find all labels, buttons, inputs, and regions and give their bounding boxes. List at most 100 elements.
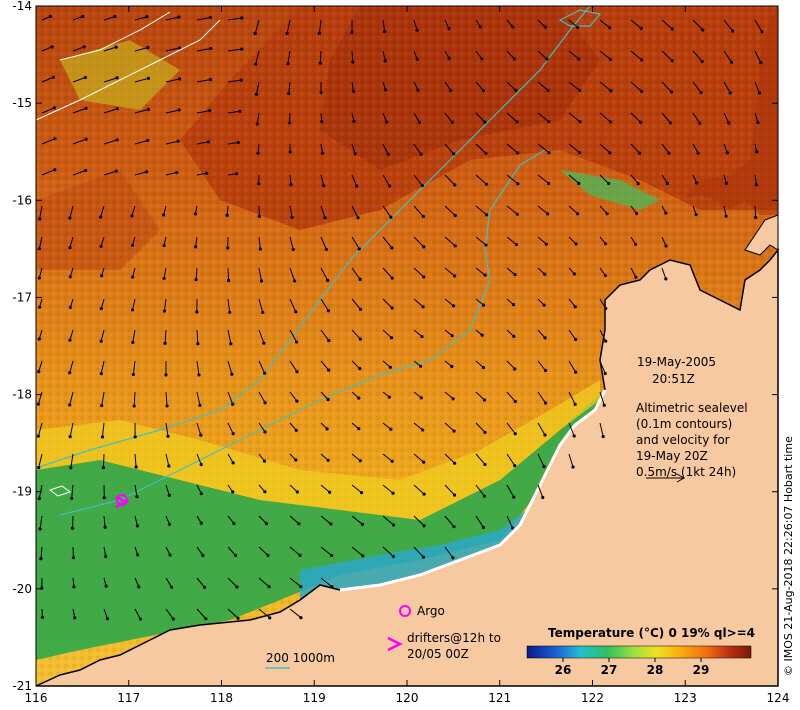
velocity-arrow bbox=[537, 391, 546, 404]
velocity-arrow-head bbox=[695, 181, 699, 185]
velocity-arrow-head bbox=[70, 496, 74, 500]
velocity-arrow bbox=[258, 546, 269, 556]
velocity-arrow bbox=[382, 112, 388, 123]
drifters-legend-line-1: drifters@12h to bbox=[407, 631, 501, 645]
velocity-arrow-head bbox=[578, 120, 582, 124]
velocity-arrow-head bbox=[195, 310, 199, 314]
velocity-arrow bbox=[196, 47, 211, 52]
velocity-arrow-head bbox=[48, 14, 53, 19]
velocity-arrow bbox=[289, 484, 298, 493]
velocity-arrow-head bbox=[84, 106, 88, 110]
velocity-arrow-head bbox=[574, 370, 578, 374]
velocity-arrow-head bbox=[358, 459, 362, 463]
velocity-arrow bbox=[38, 267, 43, 279]
velocity-arrow bbox=[132, 329, 136, 343]
velocity-arrow bbox=[506, 391, 516, 402]
velocity-arrow bbox=[506, 236, 517, 245]
velocity-arrow bbox=[537, 205, 548, 215]
velocity-arrow-head bbox=[100, 435, 105, 439]
velocity-arrow-head bbox=[389, 336, 394, 340]
colorbar: Temperature (°C) 0 19% ql>=4 26 27 28 29 bbox=[526, 626, 755, 677]
velocity-arrow bbox=[319, 50, 322, 64]
velocity-arrow bbox=[537, 19, 546, 28]
velocity-arrow bbox=[165, 422, 169, 437]
velocity-arrow bbox=[287, 50, 291, 64]
velocity-arrow-head bbox=[421, 555, 425, 559]
velocity-arrow-head bbox=[323, 216, 327, 220]
velocity-arrow-head bbox=[755, 150, 759, 154]
velocity-arrow bbox=[196, 17, 211, 21]
velocity-arrow-head bbox=[481, 89, 486, 93]
velocity-arrow-head bbox=[37, 337, 41, 341]
velocity-arrow bbox=[227, 329, 232, 344]
velocity-arrow-head bbox=[728, 91, 732, 95]
ne-cool-patch bbox=[560, 170, 660, 210]
velocity-arrow bbox=[475, 360, 484, 368]
velocity-arrow-head bbox=[451, 556, 455, 560]
velocity-arrow-head bbox=[240, 47, 244, 51]
velocity-arrow-head bbox=[68, 338, 72, 342]
velocity-arrow-head bbox=[449, 88, 453, 93]
velocity-arrow-head bbox=[232, 521, 236, 526]
velocity-arrow-head bbox=[415, 57, 419, 61]
velocity-arrow-head bbox=[358, 307, 363, 311]
velocity-arrow bbox=[69, 329, 74, 341]
velocity-arrow-head bbox=[133, 435, 137, 439]
velocity-arrow bbox=[72, 169, 86, 176]
credit-text: © IMOS 21-Aug-2018 22:26:07 Hobart time bbox=[782, 436, 795, 676]
velocity-arrow bbox=[506, 205, 518, 215]
velocity-arrow bbox=[568, 19, 578, 28]
velocity-arrow bbox=[196, 110, 210, 114]
velocity-arrow-head bbox=[419, 364, 423, 368]
velocity-arrow-head bbox=[131, 372, 135, 377]
velocity-arrow bbox=[382, 422, 392, 430]
north-cool-patch bbox=[60, 40, 180, 110]
velocity-arrow bbox=[723, 81, 731, 94]
velocity-arrow bbox=[537, 484, 544, 498]
velocity-arrow-head bbox=[696, 151, 700, 155]
velocity-arrow-head bbox=[357, 427, 361, 431]
velocity-arrow-head bbox=[68, 435, 72, 439]
velocity-arrow bbox=[227, 391, 234, 405]
kimberley-coast bbox=[744, 214, 779, 256]
velocity-arrow-head bbox=[262, 459, 267, 463]
velocity-arrow-head bbox=[37, 247, 41, 251]
velocity-arrow-head bbox=[543, 25, 547, 29]
shelf-yellow-band bbox=[36, 380, 600, 520]
velocity-arrow-head bbox=[38, 217, 42, 221]
velocity-arrow-head bbox=[103, 525, 107, 529]
velocity-arrow-head bbox=[608, 26, 612, 30]
velocity-arrow-head bbox=[640, 58, 644, 62]
velocity-arrow-head bbox=[481, 525, 485, 530]
velocity-arrow-head bbox=[760, 30, 764, 34]
y-tick-label: -21 bbox=[12, 679, 32, 693]
velocity-arrow bbox=[568, 360, 577, 373]
velocity-arrow-head bbox=[114, 169, 118, 173]
velocity-arrow bbox=[351, 174, 358, 187]
velocity-arrow-head bbox=[257, 214, 261, 219]
velocity-arrow bbox=[196, 141, 209, 145]
velocity-arrow bbox=[382, 19, 386, 32]
velocity-arrow-head bbox=[177, 108, 181, 112]
colorbar-gradient bbox=[526, 645, 752, 659]
velocity-arrow-head bbox=[162, 276, 166, 280]
velocity-arrow-head bbox=[99, 215, 103, 219]
velocity-arrow bbox=[134, 608, 141, 620]
velocity-arrow bbox=[599, 112, 611, 123]
velocity-arrow bbox=[661, 267, 667, 280]
velocity-arrow-head bbox=[575, 212, 580, 216]
argo-legend-icon bbox=[399, 605, 411, 617]
velocity-arrow-head bbox=[115, 76, 119, 80]
velocity-arrow-head bbox=[664, 211, 668, 215]
velocity-arrow bbox=[475, 515, 484, 528]
velocity-arrow-head bbox=[450, 334, 454, 338]
x-tick-label: 117 bbox=[117, 691, 140, 705]
velocity-arrow-head bbox=[547, 151, 551, 155]
velocity-arrow-head bbox=[634, 275, 638, 279]
velocity-arrow-head bbox=[328, 490, 332, 494]
velocity-arrow bbox=[289, 267, 296, 282]
velocity-arrow-head bbox=[478, 25, 483, 29]
velocity-arrow-head bbox=[422, 524, 426, 528]
velocity-arrow-head bbox=[483, 120, 487, 124]
velocity-arrow bbox=[37, 391, 43, 405]
